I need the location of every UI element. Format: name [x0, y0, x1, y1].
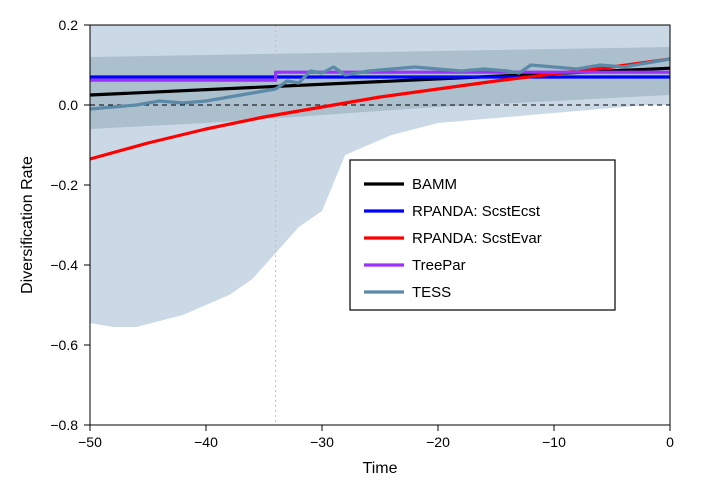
legend: BAMM RPANDA: ScstEcst RPANDA: ScstEvar Tree…: [350, 160, 615, 310]
xtick-label: −10: [542, 434, 566, 450]
ytick-label: 0.2: [59, 17, 79, 33]
y-axis-label: Diversification Rate: [19, 156, 36, 294]
xtick-label: 0: [666, 434, 674, 450]
diversification-rate-chart: −50 −40 −30 −20 −10 0 −0.8 −0.6 −0.4 −0.2 0.0 0.2 Ti…: [0, 0, 709, 500]
legend-label: RPANDA: ScstEvar: [412, 230, 542, 247]
xtick-label: −40: [194, 434, 218, 450]
xtick-label: −50: [78, 434, 102, 450]
legend-label: BAMM: [412, 176, 457, 193]
ytick-label: −0.2: [50, 177, 78, 193]
legend-label: TESS: [412, 284, 451, 301]
xtick-label: −20: [426, 434, 450, 450]
ytick-label: −0.8: [50, 417, 78, 433]
x-axis-label: Time: [363, 460, 398, 477]
ytick-label: 0.0: [59, 97, 79, 113]
ytick-label: −0.6: [50, 337, 78, 353]
legend-label: RPANDA: ScstEcst: [412, 203, 541, 220]
ytick-label: −0.4: [50, 257, 78, 273]
legend-label: TreePar: [412, 257, 466, 274]
xtick-label: −30: [310, 434, 334, 450]
